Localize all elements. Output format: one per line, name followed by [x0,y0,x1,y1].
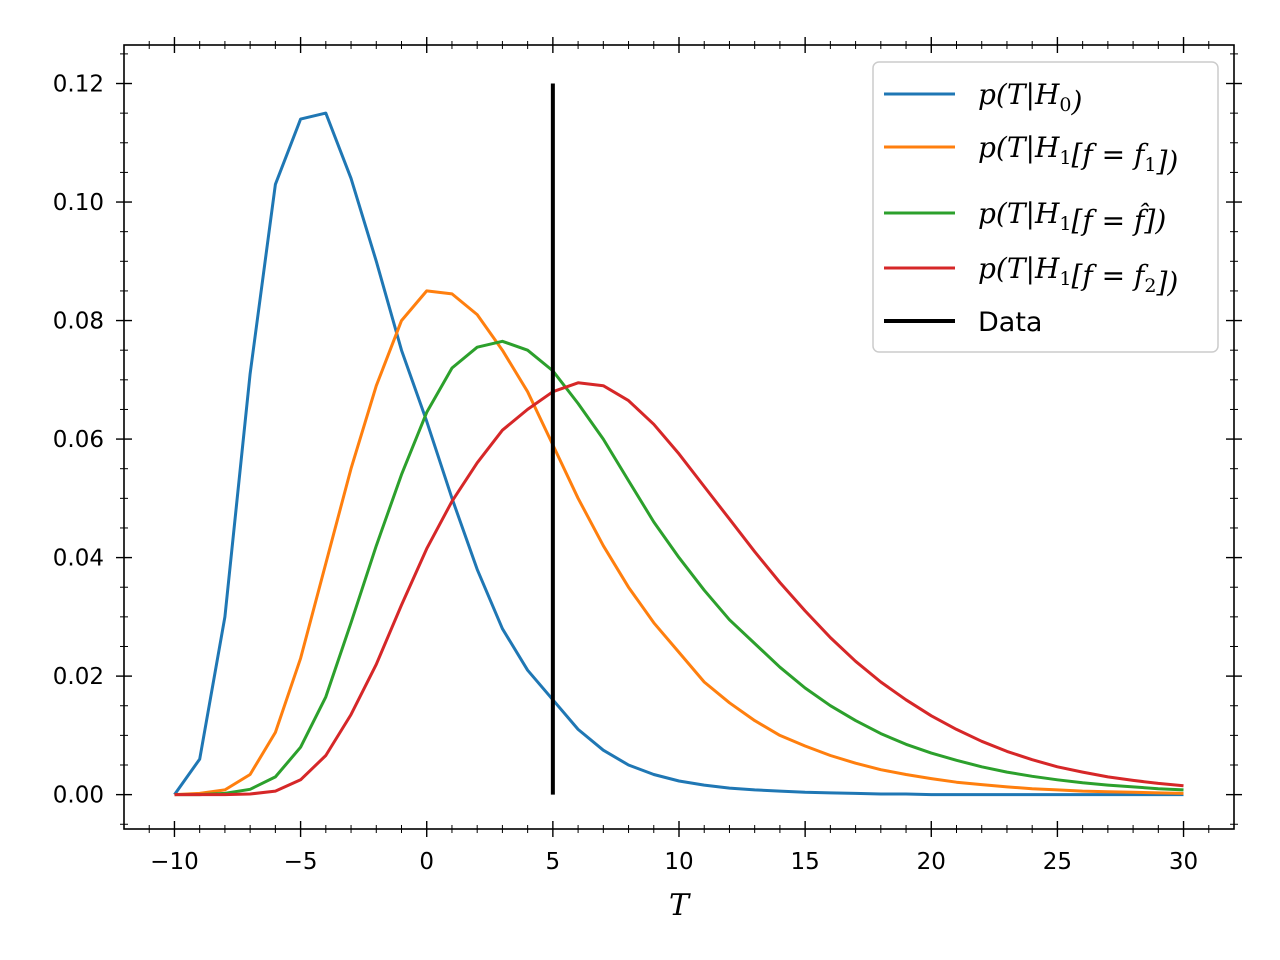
y-tick-label: 0.02 [53,664,104,690]
y-tick-label: 0.00 [53,783,104,809]
series-line-4 [174,381,1184,797]
x-tick-label: 10 [664,849,693,875]
y-tick-label: 0.08 [53,309,104,335]
legend-label: p(T|H1[f = f̂]) [978,197,1166,237]
y-tick-label: 0.12 [53,72,104,98]
series-line-1 [173,111,1184,797]
x-tick-label: 0 [419,849,434,875]
legend-box [872,61,1219,353]
x-tick-label: 5 [546,849,561,875]
legend-label: p(T|H0) [978,78,1082,118]
legend: p(T|H0) p(T|H1[f = f1]) p(T|H1[f = f̂]) p(T… [872,61,1219,353]
x-tick-label: 15 [790,849,819,875]
legend-label: p(T|H1[f = f1]) [978,131,1178,178]
y-tick-label: 0.04 [53,546,104,572]
series-line-3 [174,339,1184,797]
series-layer [173,83,1184,797]
x-tick-label: −10 [150,849,199,875]
y-tick-label: 0.06 [53,427,104,453]
x-tick-label: 25 [1043,849,1072,875]
axes-frame [123,44,1235,830]
y-tick-label: 0.10 [53,190,104,216]
legend-label: Data [978,307,1042,338]
x-tick-label: −5 [284,849,318,875]
x-tick-label: 30 [1169,849,1198,875]
x-tick-label: 20 [917,849,946,875]
x-axis-label: T [669,888,691,923]
legend-label: p(T|H1[f = f2]) [978,252,1178,299]
series-line-2 [174,289,1184,797]
